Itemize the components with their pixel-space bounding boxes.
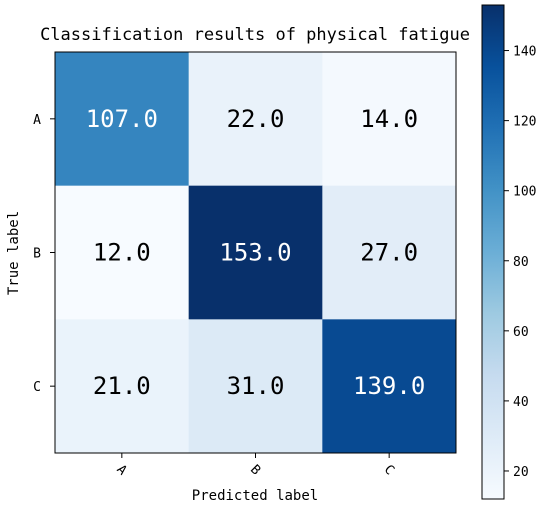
cell-value-label: 12.0 [93, 239, 151, 267]
colorbar-ticks: 20 40 60 80 100 120 140 [504, 45, 536, 480]
x-axis-label: Predicted label [192, 488, 318, 504]
y-tick-label: C [33, 380, 41, 395]
colorbar-tick-label: 100 [513, 185, 536, 200]
y-axis-ticks: A B C [33, 113, 55, 395]
heatmap-cell [188, 319, 323, 454]
heatmap-cells [55, 52, 457, 454]
cell-value-label: 27.0 [360, 239, 418, 267]
colorbar-tick-label: 40 [513, 395, 529, 410]
cell-value-label: 22.0 [227, 105, 285, 133]
chart-title: Classification results of physical fatig… [40, 25, 470, 45]
colorbar-tick-label: 140 [513, 45, 536, 60]
colorbar [481, 4, 505, 500]
heatmap-cell [55, 52, 190, 187]
cell-value-label: 139.0 [353, 372, 425, 400]
colorbar-tick-label: 60 [513, 325, 529, 340]
heatmap-cell [188, 52, 323, 187]
heatmap-cell-labels: 107.0 22.0 14.0 12.0 153.0 27.0 21.0 31.0 139.0 [86, 105, 426, 400]
cell-value-label: 107.0 [86, 105, 158, 133]
y-tick-label: A [33, 113, 41, 128]
heatmap-cell [322, 319, 457, 454]
x-axis-ticks: A B C [113, 453, 397, 479]
x-tick-label: B [247, 462, 263, 478]
colorbar-tick-label: 120 [513, 115, 536, 130]
y-axis-label: True label [6, 211, 22, 295]
colorbar-tick-label: 20 [513, 465, 529, 480]
heatmap-cell [188, 185, 323, 320]
colorbar-tick-label: 80 [513, 255, 529, 270]
heatmap-cell [322, 52, 457, 187]
cell-value-label: 31.0 [227, 372, 285, 400]
y-tick-label: B [33, 247, 41, 262]
heatmap-cell [322, 185, 457, 320]
cell-value-label: 21.0 [93, 372, 151, 400]
heatmap-cell [55, 185, 190, 320]
cell-value-label: 153.0 [219, 239, 291, 267]
x-tick-label: A [113, 462, 129, 478]
x-tick-label: C [381, 462, 397, 478]
heatmap-cell [55, 319, 190, 454]
cell-value-label: 14.0 [360, 105, 418, 133]
